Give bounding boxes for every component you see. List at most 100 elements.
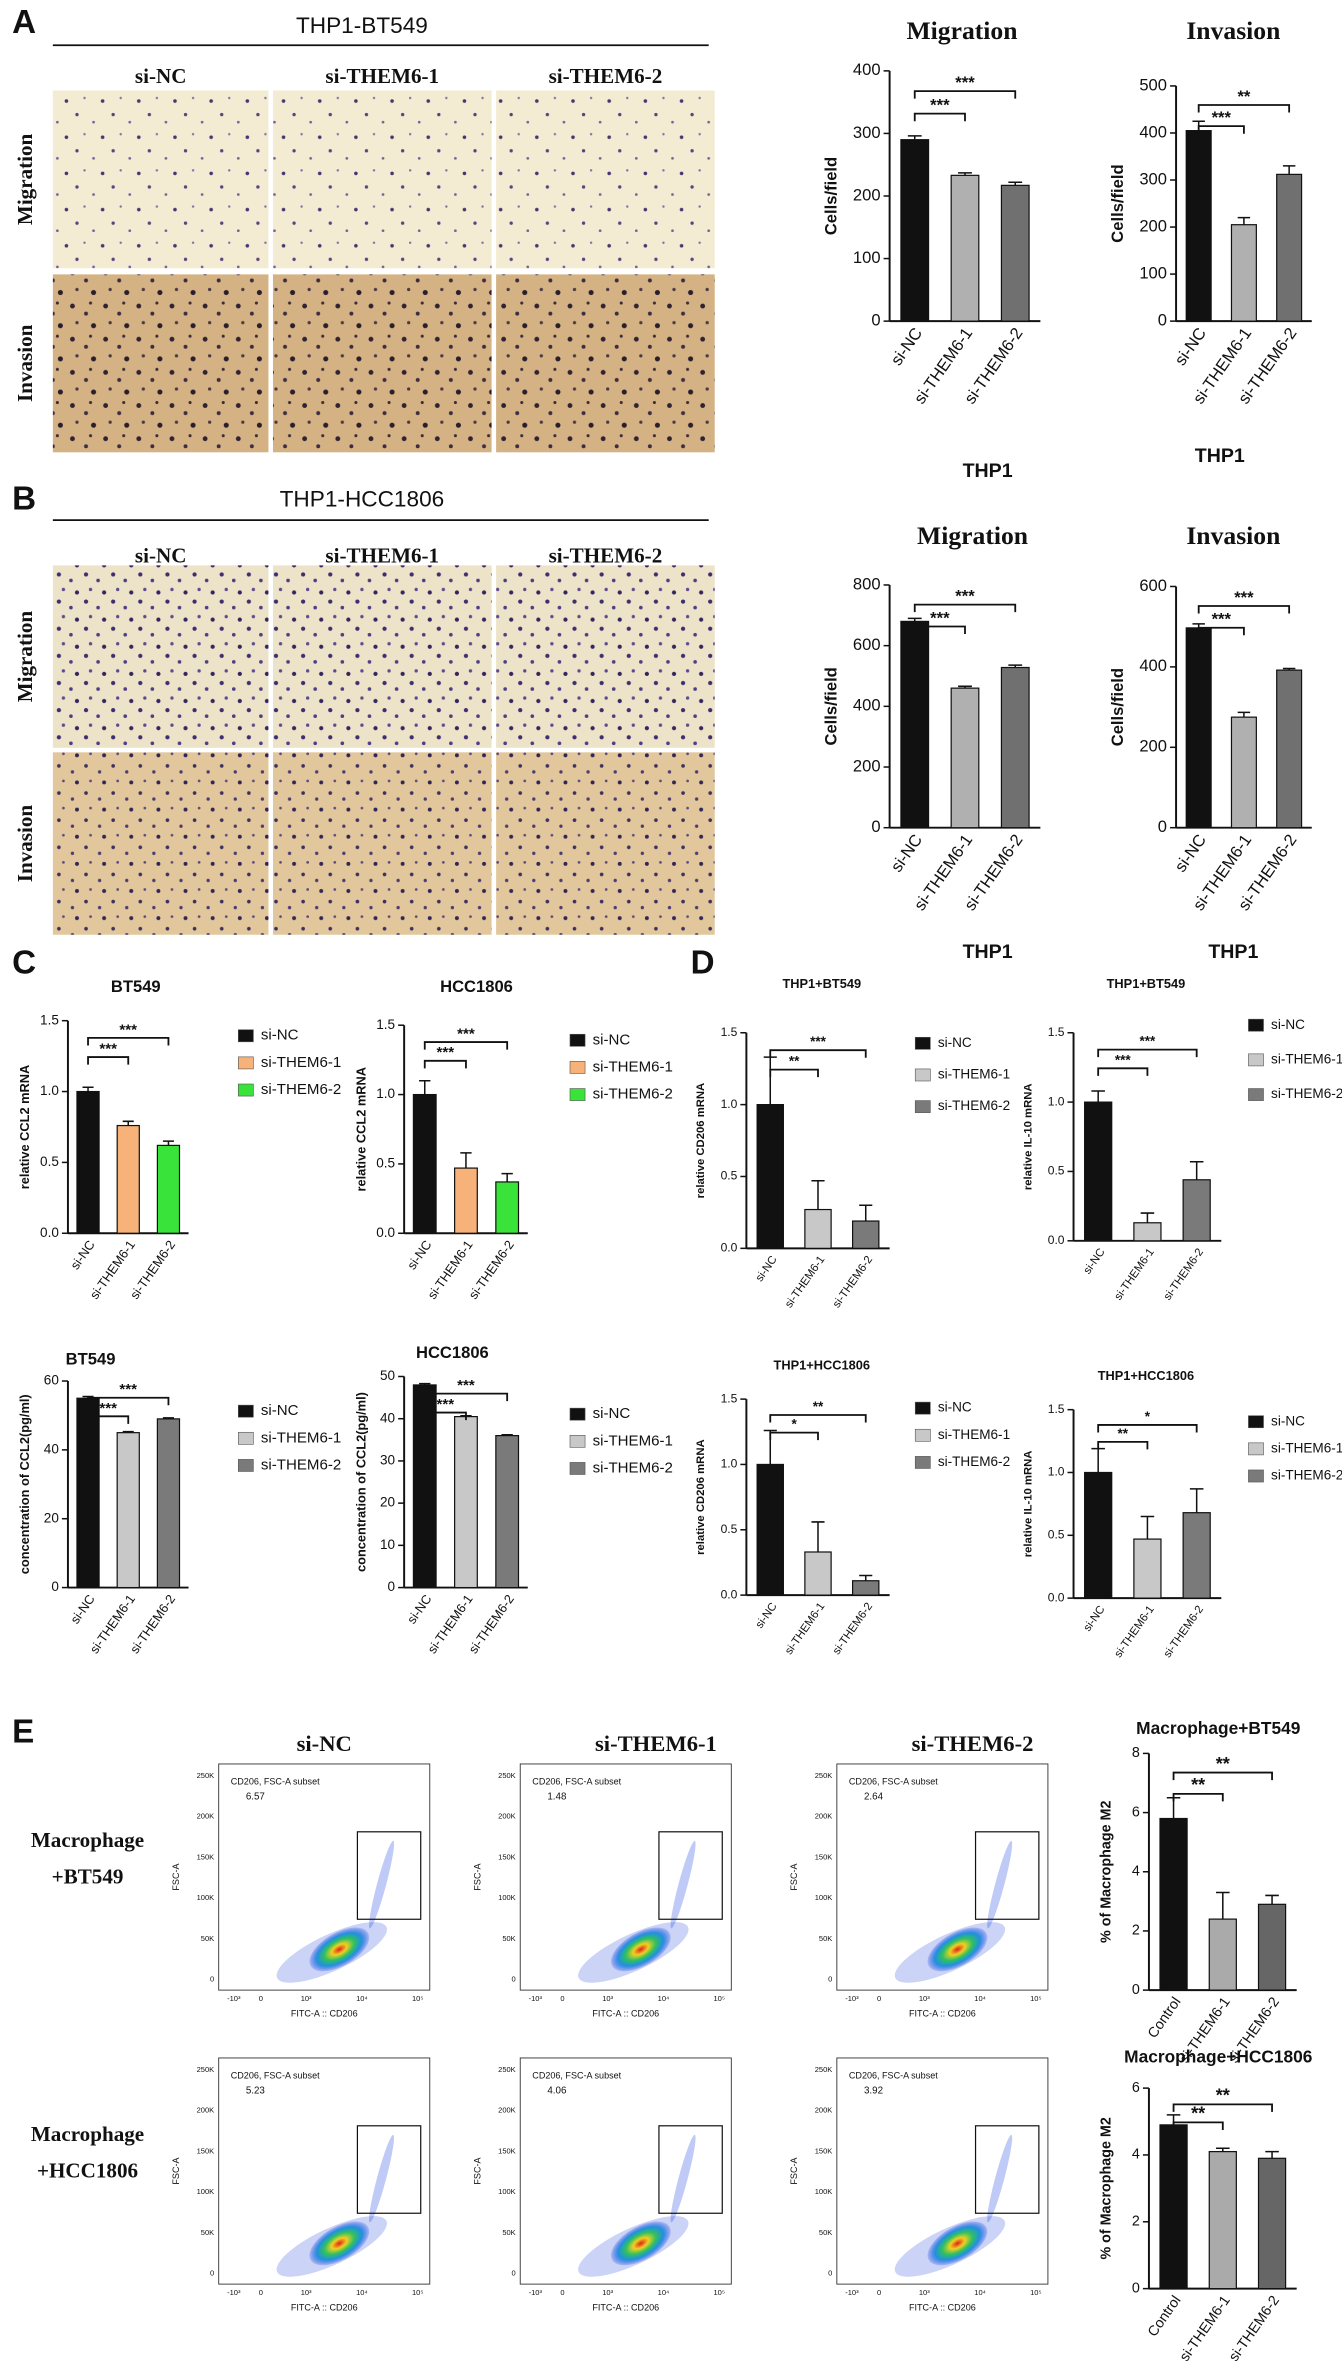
- y-tick-label: 6: [1132, 1804, 1140, 1820]
- y-tick-label: 8: [1132, 1745, 1140, 1761]
- gate-label: CD206, FSC-A subset: [532, 1776, 621, 1786]
- legend-swatch: [237, 1083, 254, 1097]
- legend-swatch: [914, 1036, 931, 1050]
- flow-y-tick: 0: [210, 2269, 214, 2278]
- row-label: +HCC1806: [37, 2158, 138, 2182]
- significance-label: ***: [930, 608, 950, 627]
- significance-label: ***: [437, 1396, 455, 1413]
- y-tick-label: 0.0: [721, 1241, 738, 1255]
- gate-percentage: 4.06: [547, 2086, 567, 2097]
- significance-label: ***: [810, 1034, 827, 1049]
- panel-title: THP1-BT549: [296, 13, 428, 38]
- significance-label: **: [1216, 2086, 1231, 2106]
- cell-tail: [670, 1840, 696, 1929]
- flow-y-axis: FSC-A: [472, 1863, 482, 1890]
- flow-x-tick: 10⁵: [714, 2288, 725, 2297]
- y-tick-label: 1.0: [1048, 1094, 1065, 1108]
- flow-x-tick: 10⁴: [658, 1994, 670, 2003]
- legend-swatch: [569, 1088, 586, 1101]
- gate-label: CD206, FSC-A subset: [532, 2070, 621, 2080]
- y-tick-label: 0: [1158, 311, 1167, 330]
- y-tick-label: 100: [853, 248, 881, 267]
- y-tick-label: 1.0: [40, 1083, 59, 1098]
- error-bar: [1189, 1160, 1204, 1180]
- flow-x-tick: 10³: [301, 2288, 312, 2297]
- x-tick-label: si-THEM6-1: [1112, 1604, 1156, 1660]
- y-tick-label: 200: [1139, 737, 1167, 756]
- significance-label: ***: [1234, 588, 1254, 607]
- legend-label: si-NC: [593, 1031, 631, 1048]
- bar: [852, 1580, 880, 1596]
- significance-label: ***: [119, 1021, 137, 1038]
- bar: [1230, 224, 1257, 322]
- bar: [1276, 669, 1303, 829]
- chart-title: THP1+HCC1806: [1098, 1368, 1194, 1383]
- flow-y-tick: 250K: [815, 1771, 833, 1780]
- y-tick-label: 500: [1139, 75, 1167, 94]
- panel-letter: D: [691, 945, 715, 982]
- error-bar: [1237, 216, 1251, 225]
- error-bar: [82, 1086, 94, 1092]
- legend-swatch: [1248, 1415, 1264, 1429]
- error-bar: [811, 1180, 825, 1210]
- panel-title: THP1-HCC1806: [280, 487, 445, 512]
- significance-bracket: [423, 1059, 467, 1069]
- column-label: si-THEM6-1: [325, 64, 439, 88]
- gate: [658, 2125, 723, 2214]
- significance-label: ***: [930, 95, 950, 114]
- y-tick-label: 40: [44, 1441, 59, 1456]
- y-axis-label: concentration of CCL2(pg/ml): [17, 1394, 32, 1574]
- gate-percentage: 2.64: [864, 1792, 884, 1803]
- chart-title: Migration: [906, 16, 1017, 45]
- significance-bracket: [913, 112, 966, 122]
- column-label: si-NC: [135, 544, 187, 568]
- flow-x-tick: -10³: [227, 2288, 241, 2297]
- bar: [454, 1167, 478, 1234]
- y-tick-label: 200: [853, 756, 881, 775]
- gate-percentage: 3.92: [864, 2086, 883, 2097]
- flow-x-tick: 0: [877, 2288, 881, 2297]
- legend-swatch: [237, 1029, 254, 1043]
- x-tick-label: si-NC: [404, 1237, 435, 1272]
- significance-bracket: [1097, 1424, 1198, 1433]
- error-bar: [1008, 181, 1023, 186]
- bar: [1276, 173, 1303, 322]
- bar: [495, 1181, 520, 1234]
- chart-title: Migration: [917, 521, 1028, 550]
- significance-label: *: [1145, 1409, 1151, 1424]
- y-axis-label: % of Macrophage M2: [1098, 1801, 1114, 1943]
- significance-bracket: [87, 1415, 130, 1424]
- error-bar: [162, 1417, 174, 1419]
- y-tick-label: 1.5: [1048, 1402, 1065, 1416]
- bar: [950, 687, 980, 829]
- y-tick-label: 0.5: [40, 1154, 59, 1169]
- y-axis-label: relative CCL2 mRNA: [17, 1065, 32, 1189]
- micrograph: [496, 90, 715, 269]
- bar: [116, 1124, 140, 1234]
- cell-density: [309, 2221, 370, 2266]
- legend-swatch: [1248, 1018, 1264, 1032]
- error-bar: [859, 1204, 873, 1222]
- legend-label: si-THEM6-2: [261, 1081, 341, 1098]
- x-tick-label: si-THEM6-2: [831, 1601, 875, 1657]
- y-axis-label: concentration of CCL2(pg/ml): [353, 1392, 368, 1572]
- gate-label: CD206, FSC-A subset: [849, 1776, 938, 1786]
- panel-letter: B: [12, 480, 36, 517]
- bar: [900, 620, 930, 829]
- legend-swatch: [1248, 1442, 1264, 1456]
- bar: [156, 1144, 181, 1234]
- flow-x-tick: 10⁴: [356, 2288, 368, 2297]
- panel-letter: C: [12, 945, 36, 982]
- gate-percentage: 5.23: [246, 2086, 266, 2097]
- y-tick-label: 0.0: [1048, 1233, 1065, 1247]
- significance-bracket: [913, 603, 1017, 613]
- flow-x-axis: FITC-A :: CD206: [291, 2009, 358, 2019]
- flow-y-tick: 50K: [201, 1934, 214, 1943]
- significance-label: **: [1118, 1426, 1129, 1441]
- legend-swatch: [237, 1459, 254, 1472]
- y-tick-label: 20: [380, 1495, 395, 1510]
- y-axis-label: relative CCL2 mRNA: [353, 1067, 368, 1191]
- cell-tail: [369, 1840, 395, 1929]
- y-tick-label: 4: [1132, 2147, 1140, 2163]
- x-tick-label: si-NC: [887, 831, 926, 876]
